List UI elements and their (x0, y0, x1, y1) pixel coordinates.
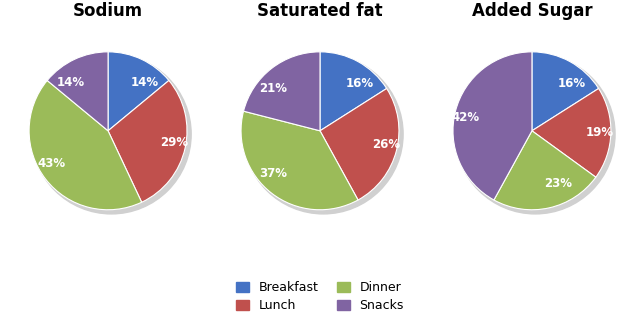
Wedge shape (108, 80, 187, 202)
Wedge shape (320, 52, 387, 131)
Title: Added Sugar: Added Sugar (472, 2, 592, 20)
Text: 16%: 16% (346, 77, 374, 90)
Wedge shape (29, 80, 141, 210)
Text: 14%: 14% (131, 76, 159, 89)
Text: 23%: 23% (543, 177, 572, 190)
Circle shape (244, 54, 403, 214)
Text: 43%: 43% (38, 157, 66, 170)
Text: 19%: 19% (586, 126, 614, 139)
Text: 29%: 29% (161, 136, 189, 149)
Wedge shape (494, 131, 596, 210)
Text: 26%: 26% (372, 138, 400, 151)
Wedge shape (47, 52, 108, 131)
Wedge shape (320, 89, 399, 200)
Circle shape (31, 54, 191, 214)
Title: Saturated fat: Saturated fat (257, 2, 383, 20)
Circle shape (456, 54, 615, 214)
Text: 16%: 16% (558, 77, 586, 90)
Text: 14%: 14% (57, 76, 85, 89)
Wedge shape (453, 52, 532, 200)
Text: 42%: 42% (452, 111, 480, 124)
Wedge shape (108, 52, 169, 131)
Text: 37%: 37% (259, 167, 287, 180)
Wedge shape (244, 52, 320, 131)
Text: 21%: 21% (259, 82, 287, 95)
Wedge shape (532, 52, 598, 131)
Legend: Breakfast, Lunch, Dinner, Snacks: Breakfast, Lunch, Dinner, Snacks (231, 277, 409, 318)
Title: Sodium: Sodium (73, 2, 143, 20)
Wedge shape (532, 89, 611, 177)
Wedge shape (241, 111, 358, 210)
